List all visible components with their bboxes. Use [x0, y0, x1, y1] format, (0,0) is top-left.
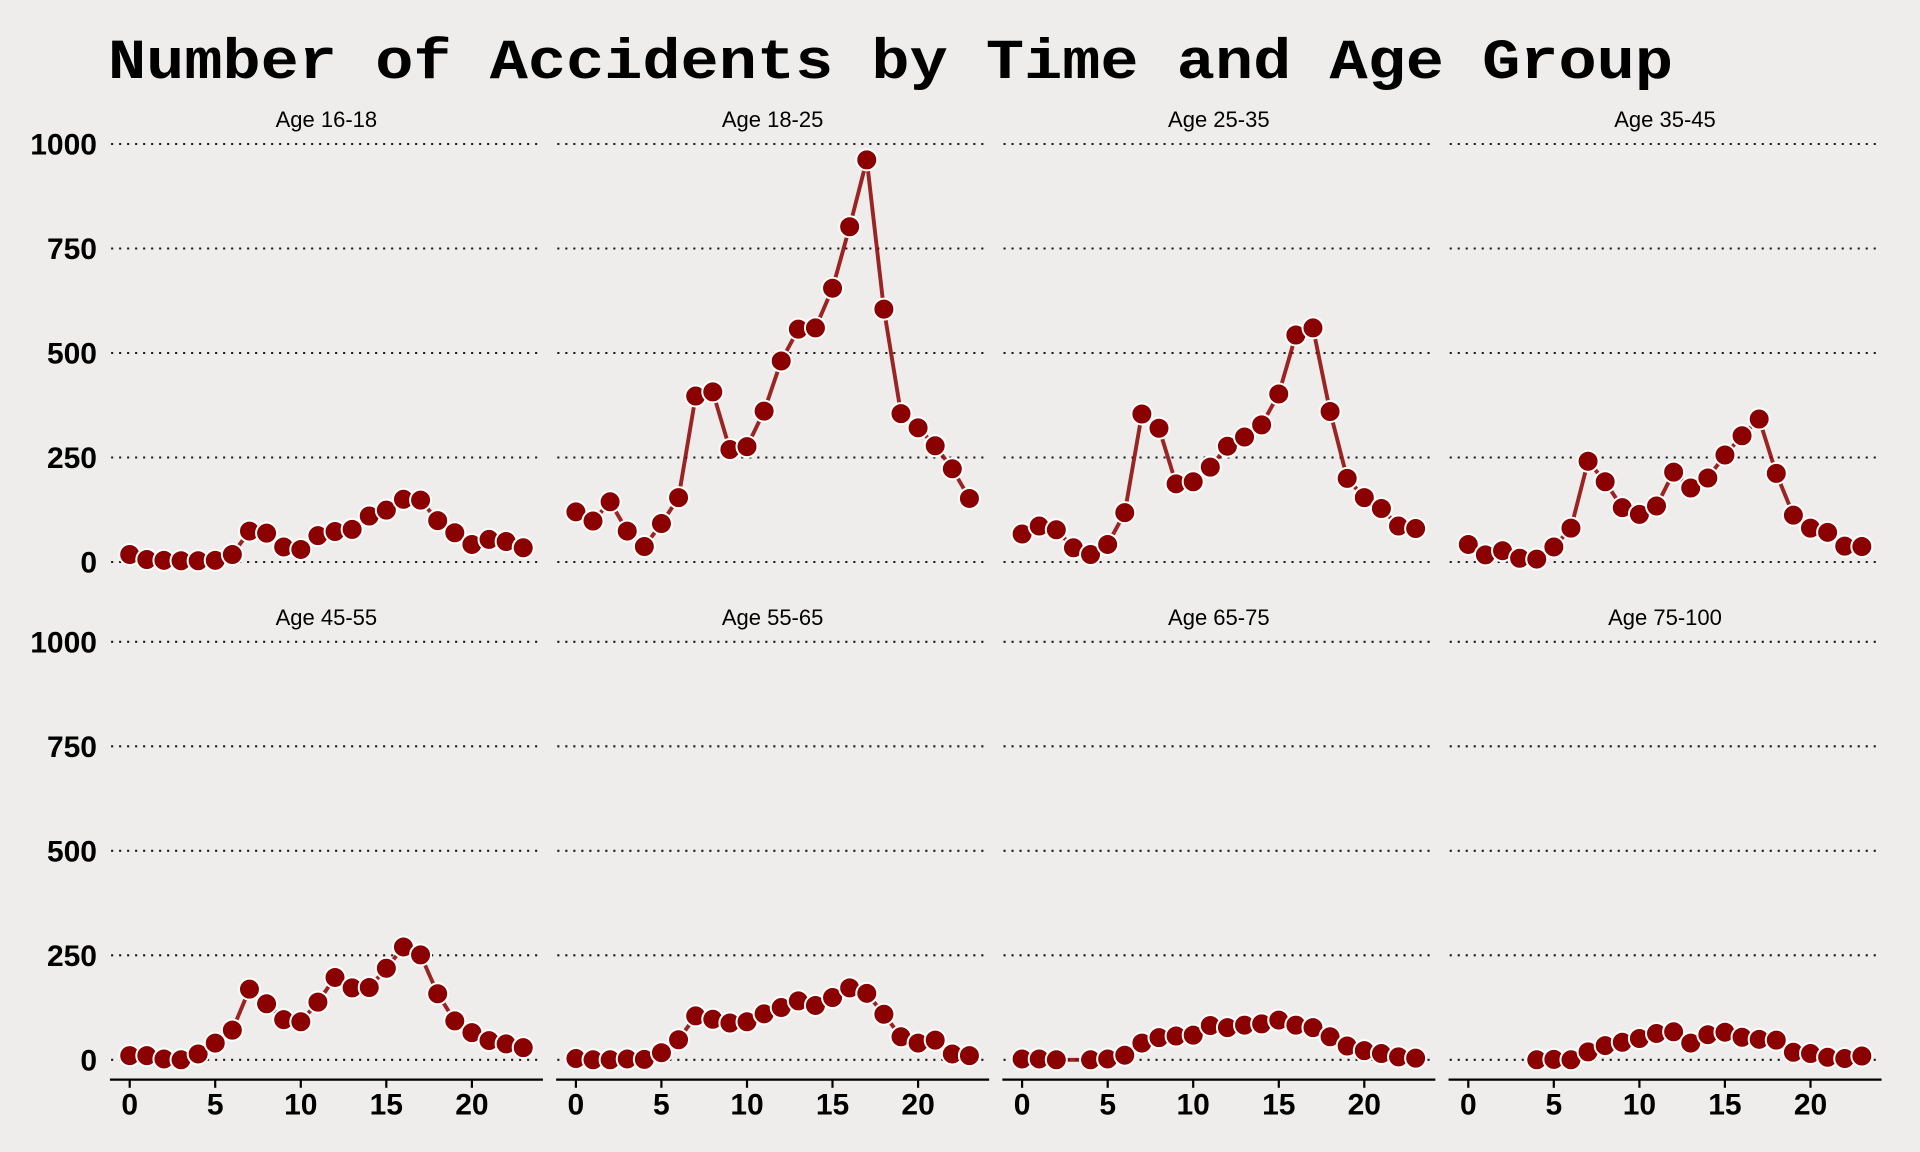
- svg-text:Age 16-18: Age 16-18: [276, 107, 378, 132]
- svg-text:15: 15: [370, 1089, 403, 1122]
- svg-text:Age 35-45: Age 35-45: [1614, 107, 1716, 132]
- svg-text:0: 0: [80, 1045, 97, 1078]
- svg-text:750: 750: [47, 731, 97, 764]
- svg-text:Age 55-65: Age 55-65: [722, 605, 824, 630]
- svg-text:500: 500: [47, 836, 97, 869]
- svg-text:750: 750: [47, 233, 97, 266]
- svg-text:Age 18-25: Age 18-25: [722, 107, 824, 132]
- svg-text:20: 20: [1794, 1089, 1827, 1122]
- svg-text:10: 10: [1623, 1089, 1656, 1122]
- svg-text:10: 10: [1177, 1089, 1210, 1122]
- svg-text:Age 45-55: Age 45-55: [276, 605, 378, 630]
- svg-text:0: 0: [121, 1089, 138, 1122]
- svg-text:0: 0: [1460, 1089, 1477, 1122]
- svg-text:1000: 1000: [30, 129, 97, 162]
- svg-text:0: 0: [80, 547, 97, 580]
- svg-text:0: 0: [568, 1089, 585, 1122]
- svg-text:Number of Accidents by Time an: Number of Accidents by Time and Age Grou…: [108, 32, 1673, 96]
- svg-text:20: 20: [455, 1089, 488, 1122]
- svg-text:5: 5: [653, 1089, 670, 1122]
- svg-text:5: 5: [1099, 1089, 1116, 1122]
- svg-text:250: 250: [47, 940, 97, 973]
- svg-text:15: 15: [1262, 1089, 1295, 1122]
- svg-text:5: 5: [207, 1089, 224, 1122]
- svg-text:500: 500: [47, 338, 97, 371]
- svg-text:5: 5: [1545, 1089, 1562, 1122]
- svg-text:10: 10: [284, 1089, 317, 1122]
- svg-text:250: 250: [47, 442, 97, 475]
- svg-text:Age 65-75: Age 65-75: [1168, 605, 1270, 630]
- svg-text:0: 0: [1014, 1089, 1031, 1122]
- svg-text:Age 75-100: Age 75-100: [1608, 605, 1722, 630]
- svg-text:15: 15: [816, 1089, 849, 1122]
- svg-text:20: 20: [1348, 1089, 1381, 1122]
- svg-text:10: 10: [730, 1089, 763, 1122]
- svg-text:15: 15: [1708, 1089, 1741, 1122]
- svg-text:1000: 1000: [30, 627, 97, 660]
- svg-text:Age 25-35: Age 25-35: [1168, 107, 1270, 132]
- svg-text:20: 20: [901, 1089, 934, 1122]
